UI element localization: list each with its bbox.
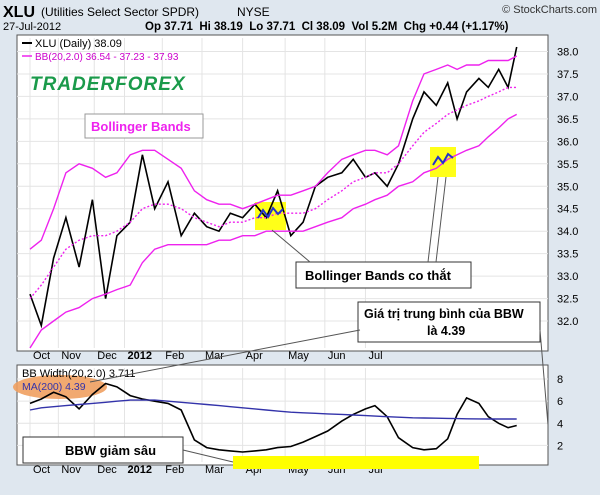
bbw-average-line1: Giá trị trung bình của BBW — [364, 307, 524, 321]
y-tick-label: 35.0 — [557, 181, 578, 193]
y-tick-label: 37.0 — [557, 91, 578, 103]
series-line-bb-middle — [29, 86, 517, 300]
x-tick-label: Dec — [97, 464, 117, 476]
x-tick-label: May — [288, 350, 309, 362]
security-name: (Utilities Select Sector SPDR) — [41, 5, 199, 19]
y-tick-label: 37.5 — [557, 69, 578, 81]
squeeze-box — [295, 261, 472, 289]
bbw-low-pointer — [182, 449, 234, 463]
x-tick-label: Nov — [61, 350, 81, 362]
x-tick-label: Feb — [165, 350, 184, 362]
price-x-ticks: Oct Nov Dec 2012 Feb Mar Apr May Jun Jul — [33, 350, 383, 362]
squeeze-label: Bollinger Bands co thắt — [305, 268, 452, 283]
bbw-low-highlight — [233, 456, 479, 469]
squeeze-pointer-2 — [427, 176, 439, 263]
bollinger-bands-label: Bollinger Bands — [91, 119, 191, 134]
x-tick-label: 2012 — [127, 350, 151, 362]
exchange: NYSE — [237, 5, 270, 19]
x-tick-label: Apr — [246, 350, 263, 362]
avg-pointer-1 — [89, 329, 361, 383]
bbw-average-box — [357, 301, 541, 343]
y-tick-label: 38.0 — [557, 46, 578, 58]
bbw-average-line2: là 4.39 — [427, 324, 465, 338]
y-tick-label: 34.5 — [557, 204, 578, 216]
legend-ma: MA(200) 4.39 — [22, 381, 86, 393]
x-tick-label: Dec — [97, 350, 117, 362]
squeeze-mark-1 — [257, 206, 284, 219]
legend-bbw: BB Width(20,2.0) 3.711 — [22, 368, 136, 380]
x-tick-label: Feb — [165, 464, 184, 476]
y-tick-label: 33.0 — [557, 271, 578, 283]
quote-line: Op 37.71 Hi 38.19 Lo 37.71 Cl 38.09 Vol … — [145, 21, 509, 33]
bbw-low-label: BBW giảm sâu — [65, 443, 156, 458]
y-tick-label: 36.5 — [557, 114, 578, 126]
legend-price: XLU (Daily) 38.09 — [35, 38, 122, 50]
ma-legend-ellipse — [13, 375, 107, 399]
bbw-series — [29, 382, 517, 453]
x-tick-label: Nov — [61, 464, 81, 476]
credit: © StockCharts.com — [502, 4, 597, 16]
price-y-ticks: 38.0 37.5 37.0 36.5 36.0 35.5 35.0 34.5 34.0 33.5… — [557, 46, 578, 328]
bbw-y-ticks: 8 6 4 2 — [557, 374, 563, 452]
x-tick-label: Oct — [33, 464, 50, 476]
symbol: XLU — [3, 4, 35, 21]
price-series — [29, 46, 518, 349]
series-line-bb-lower — [29, 113, 518, 349]
avg-pointer-2 — [539, 329, 549, 426]
y-tick-label: 32.0 — [557, 316, 578, 328]
y-tick-label: 4 — [557, 418, 563, 430]
y-tick-label: 34.0 — [557, 226, 578, 238]
y-tick-label: 33.5 — [557, 249, 578, 261]
series-line-bb-width — [29, 382, 517, 453]
x-tick-label: Mar — [205, 350, 224, 362]
squeeze-mark-2 — [432, 152, 454, 166]
y-tick-label: 2 — [557, 440, 563, 452]
y-tick-label: 8 — [557, 374, 563, 386]
x-tick-label: Mar — [205, 464, 224, 476]
legend-bb: BB(20,2.0) 36.54 - 37.23 - 37.93 — [35, 52, 179, 63]
y-tick-label: 35.5 — [557, 159, 578, 171]
bbw-low-box — [22, 436, 184, 464]
bollinger-bands-box — [84, 113, 204, 139]
x-tick-label: 2012 — [127, 464, 151, 476]
squeeze-pointer-1 — [271, 229, 311, 263]
price-grid — [17, 38, 548, 348]
x-tick-label: Oct — [33, 350, 50, 362]
x-tick-label: Jun — [328, 350, 346, 362]
series-line-ma-200- — [29, 399, 517, 420]
y-tick-label: 6 — [557, 396, 563, 408]
series-line-bb-upper — [29, 55, 518, 250]
y-tick-label: 36.0 — [557, 136, 578, 148]
watermark-logo: TRADERFOREX — [30, 74, 186, 95]
squeeze-pointer-3 — [435, 176, 447, 263]
date: 27-Jul-2012 — [3, 21, 61, 33]
y-tick-label: 32.5 — [557, 294, 578, 306]
x-tick-label: Jul — [368, 350, 382, 362]
